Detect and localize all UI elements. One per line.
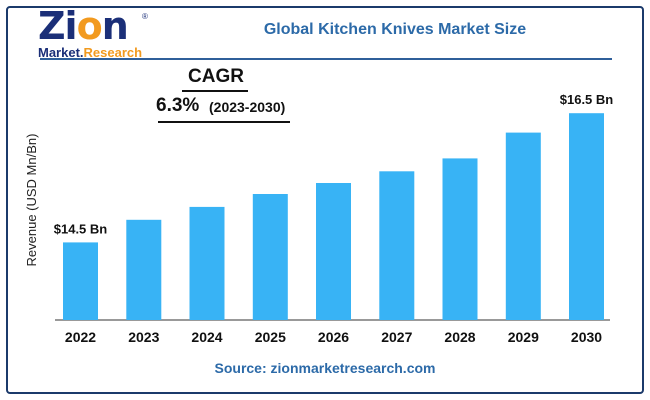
zion-logo: Zion ® Market.Research <box>38 6 148 60</box>
cagr-underline <box>182 90 248 92</box>
x-tick-label-2029: 2029 <box>508 329 539 345</box>
logo-subtitle: Market.Research <box>38 45 143 60</box>
cagr-period: (2023-2030) <box>209 99 286 115</box>
logo-wordmark: Zion <box>38 4 129 48</box>
chart-title: Global Kitchen Knives Market Size <box>263 21 527 38</box>
x-tick-label-2022: 2022 <box>65 329 96 345</box>
cagr-value: 6.3% <box>156 95 200 116</box>
bar-2024 <box>189 206 225 320</box>
cagr-bottom-rule <box>158 121 290 123</box>
x-tick-label-2024: 2024 <box>191 329 222 345</box>
bar-2023 <box>126 219 162 320</box>
data-label-2022: $14.5 Bn <box>54 221 108 236</box>
x-tick-label-2030: 2030 <box>571 329 602 345</box>
bar-2026 <box>316 183 351 320</box>
x-tick-label-2023: 2023 <box>128 329 159 345</box>
x-tick-label-2025: 2025 <box>255 329 286 345</box>
bar-2028 <box>442 158 478 320</box>
x-tick-label-2026: 2026 <box>318 329 349 345</box>
bar-2029 <box>505 132 541 320</box>
header-divider <box>40 58 612 60</box>
source-note: Source: zionmarketresearch.com <box>214 360 436 376</box>
bar-2025 <box>252 194 288 320</box>
data-label-2030: $16.5 Bn <box>560 92 614 107</box>
bar-2027 <box>379 171 415 320</box>
x-tick-label-2028: 2028 <box>444 329 475 345</box>
cagr-label: CAGR <box>188 66 244 87</box>
x-tick-label-2027: 2027 <box>381 329 412 345</box>
logo-registered-mark: ® <box>142 12 148 21</box>
bar-2030 <box>569 113 604 320</box>
bar-2022 <box>63 242 98 320</box>
